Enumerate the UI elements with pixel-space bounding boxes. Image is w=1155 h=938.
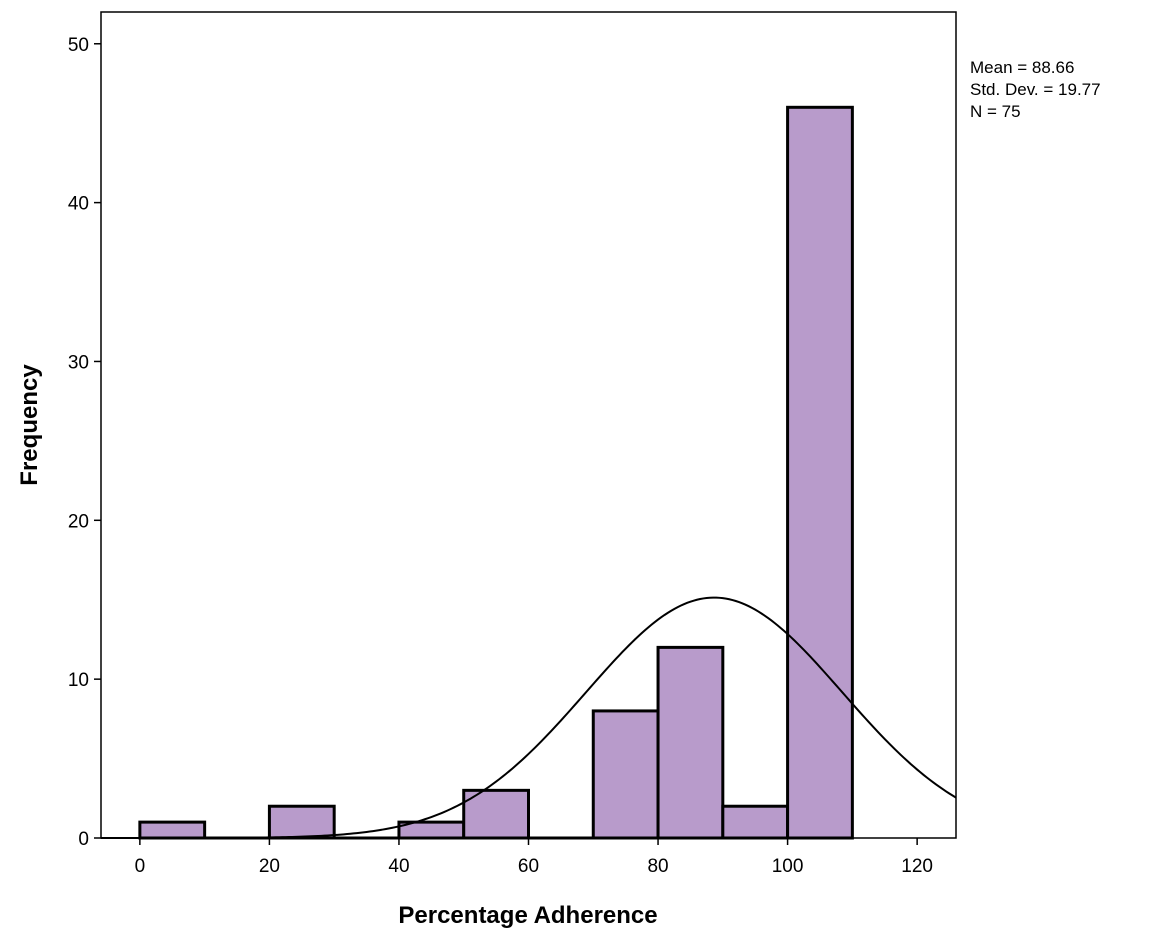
y-tick-label: 50 — [68, 35, 89, 56]
x-tick-label: 120 — [901, 856, 933, 877]
y-tick-label: 10 — [68, 670, 89, 691]
histogram-bar — [656, 645, 725, 840]
x-tick-label: 100 — [772, 856, 804, 877]
normal-curve — [101, 596, 957, 839]
y-tick-label: 20 — [68, 511, 89, 532]
y-tick-label: 0 — [78, 829, 89, 850]
histogram-bar — [267, 804, 336, 840]
histogram-bar — [591, 709, 660, 840]
stat-n: N = 75 — [970, 102, 1021, 121]
y-axis: 0 10 20 30 40 50 — [68, 35, 101, 850]
histogram-bar — [462, 788, 530, 840]
y-tick-label: 30 — [68, 352, 89, 373]
histogram-bar — [138, 820, 207, 840]
x-tick-label: 0 — [135, 856, 146, 877]
x-tick-label: 80 — [647, 856, 668, 877]
x-axis: 0 20 40 60 80 100 120 — [135, 838, 933, 877]
y-axis-title: Frequency — [16, 364, 43, 486]
x-tick-label: 40 — [388, 856, 409, 877]
stat-std-dev: Std. Dev. = 19.77 — [970, 80, 1101, 99]
x-tick-label: 60 — [518, 856, 539, 877]
histogram-bar — [786, 105, 854, 840]
x-axis-title: Percentage Adherence — [398, 902, 657, 929]
stat-mean: Mean = 88.66 — [970, 58, 1074, 77]
histogram-bar — [721, 804, 790, 840]
x-tick-label: 20 — [259, 856, 280, 877]
histogram-bars — [138, 105, 854, 840]
y-tick-label: 40 — [68, 194, 89, 215]
stats-box: Mean = 88.66 Std. Dev. = 19.77 N = 75 — [970, 58, 1101, 121]
